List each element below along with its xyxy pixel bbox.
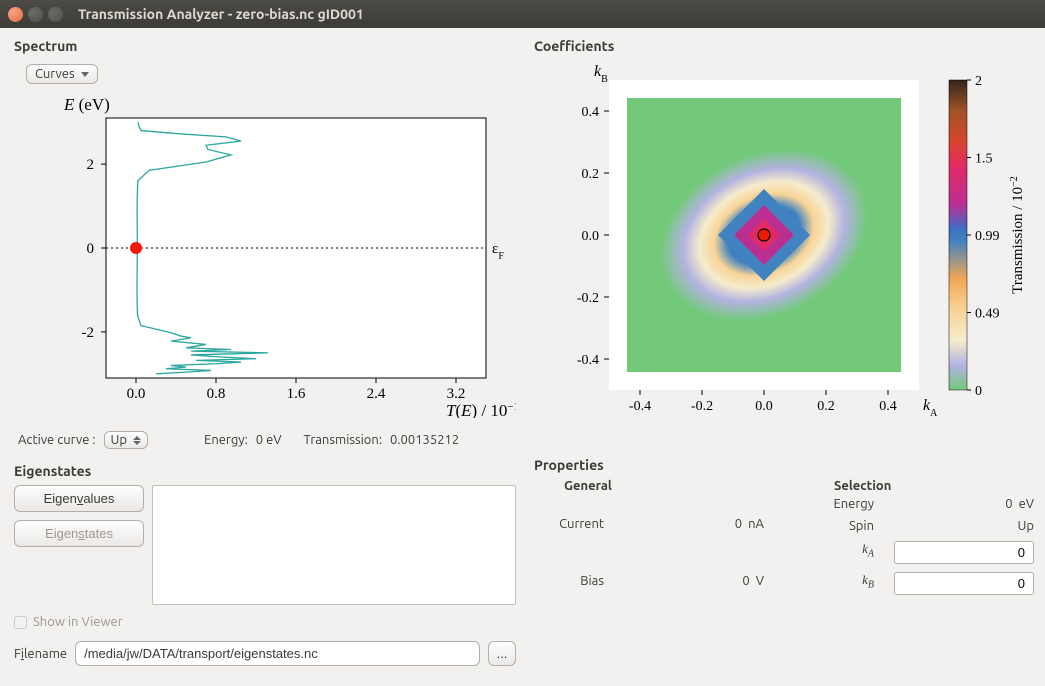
browse-button[interactable]: ...: [488, 641, 516, 666]
show-viewer-checkbox: [14, 616, 27, 629]
svg-text:-0.2: -0.2: [577, 291, 599, 306]
energy-value: 0 eV: [256, 433, 282, 447]
svg-text:0.0: 0.0: [127, 386, 146, 402]
svg-text:2: 2: [975, 74, 982, 89]
svg-text:3.2: 3.2: [447, 386, 466, 402]
svg-text:0.2: 0.2: [582, 167, 600, 182]
transmission-value: 0.00135212: [390, 433, 459, 447]
svg-text:kA: kA: [923, 397, 938, 419]
svg-text:0.2: 0.2: [817, 399, 835, 414]
svg-text:1.6: 1.6: [287, 386, 306, 402]
curves-dropdown[interactable]: Curves: [26, 64, 98, 84]
active-curve-label: Active curve :: [18, 433, 96, 447]
properties-title: Properties: [534, 457, 1034, 473]
svg-text:εF: εF: [492, 241, 504, 262]
svg-text:2: 2: [87, 157, 95, 173]
svg-text:E (eV): E (eV): [63, 95, 110, 114]
minimize-icon[interactable]: [28, 7, 43, 22]
spectrum-chart[interactable]: E (eV) -2 0 2 0.0 0.8 1.6 2.4 3.2T(E) / 10−1 εF: [26, 88, 516, 421]
current-unit: nA: [748, 517, 764, 531]
sel-energy-unit: eV: [1019, 497, 1034, 511]
svg-text:1.5: 1.5: [975, 152, 993, 167]
energy-label: Energy:: [204, 433, 248, 447]
sel-energy-value: 0: [1005, 497, 1012, 511]
ka-label: kA: [804, 541, 874, 564]
current-label: Current: [534, 517, 604, 531]
sel-energy-label: Energy: [804, 497, 874, 511]
svg-text:-0.4: -0.4: [629, 399, 651, 414]
svg-text:0.8: 0.8: [207, 386, 226, 402]
current-value: 0: [735, 517, 742, 531]
bias-label: Bias: [534, 574, 604, 588]
svg-text:kB: kB: [594, 63, 608, 85]
maximize-icon[interactable]: [48, 7, 63, 22]
filename-input[interactable]: [75, 641, 480, 666]
svg-text:0: 0: [975, 384, 982, 399]
titlebar: Transmission Analyzer - zero-bias.nc gID…: [0, 0, 1045, 28]
svg-text:-0.2: -0.2: [691, 399, 713, 414]
sel-spin-label: Spin: [804, 519, 874, 533]
svg-text:0.99: 0.99: [975, 229, 1000, 244]
general-subtitle: General: [534, 479, 764, 493]
bias-value: 0: [742, 574, 749, 588]
sel-spin-value: Up: [1018, 519, 1034, 533]
svg-text:Transmission / 10−2: Transmission / 10−2: [1009, 176, 1027, 294]
eigenstates-title: Eigenstates: [14, 463, 516, 479]
close-icon[interactable]: [8, 7, 23, 22]
bias-unit: V: [756, 574, 764, 588]
eigenvalues-button[interactable]: Eigenvalues: [14, 485, 144, 512]
show-viewer-label: Show in Viewer: [33, 615, 123, 629]
kb-input[interactable]: [894, 572, 1034, 595]
svg-text:0.4: 0.4: [582, 105, 600, 120]
curves-dropdown-label: Curves: [35, 67, 75, 81]
kb-label: kB: [804, 572, 874, 595]
ka-input[interactable]: [894, 541, 1034, 564]
eigenstates-button[interactable]: Eigenstates: [14, 520, 144, 547]
svg-text:0: 0: [87, 241, 95, 257]
active-curve-select[interactable]: Up: [104, 431, 148, 449]
eigenstates-list[interactable]: [152, 485, 516, 605]
svg-text:T(E) / 10−1: T(E) / 10−1: [446, 401, 516, 418]
svg-text:2.4: 2.4: [367, 386, 386, 402]
svg-text:0.4: 0.4: [879, 399, 897, 414]
spectrum-title: Spectrum: [14, 38, 516, 54]
svg-text:0.49: 0.49: [975, 307, 1000, 322]
svg-text:0.0: 0.0: [755, 399, 773, 414]
chevron-up-icon: [133, 436, 141, 440]
svg-text:0.0: 0.0: [582, 229, 600, 244]
coefficients-title: Coefficients: [534, 38, 1034, 54]
window-title: Transmission Analyzer - zero-bias.nc gID…: [78, 6, 364, 22]
transmission-label: Transmission:: [304, 433, 383, 447]
chevron-down-icon: [81, 72, 89, 77]
svg-text:-2: -2: [82, 325, 95, 341]
svg-text:-0.4: -0.4: [577, 353, 599, 368]
selection-subtitle: Selection: [804, 479, 1034, 493]
filename-label: Filename: [14, 647, 67, 661]
coefficients-chart[interactable]: -0.4 -0.4 -0.2 -0.2 0.0 0.0 0.2 0.2 0.4 0.4 kB kA 0 0…: [534, 60, 1034, 443]
chevron-down-icon: [133, 441, 141, 445]
active-curve-value: Up: [111, 433, 127, 447]
